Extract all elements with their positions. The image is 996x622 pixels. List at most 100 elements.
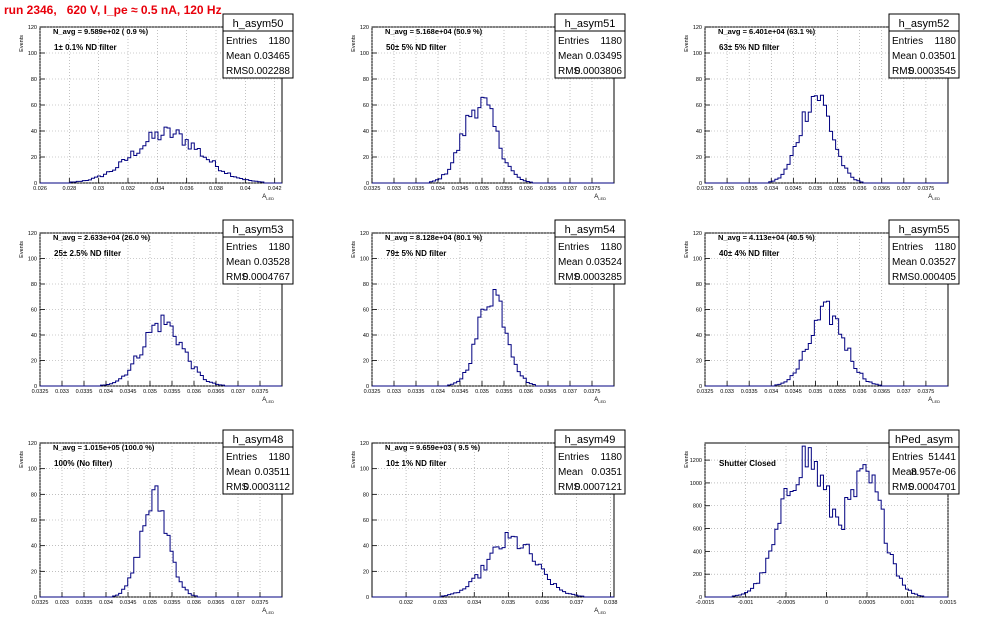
navg-label: N_avg = 8.128e+04 (80.1 %) <box>385 233 483 242</box>
y-axis-label: Events <box>19 35 25 52</box>
x-axis-label: ALED <box>928 397 940 404</box>
stats-label-mean: Mean <box>892 467 917 478</box>
stats-value-entries: 1180 <box>934 242 956 253</box>
filter-annotation: 1± 0.1% ND filter <box>54 43 117 52</box>
x-tick-label: 0.037 <box>563 186 577 192</box>
y-tick-label: 0 <box>34 595 37 601</box>
x-tick-label: 0.0335 <box>741 186 758 192</box>
y-tick-label: 100 <box>28 51 37 57</box>
x-tick-label: 0.033 <box>55 600 69 606</box>
stats-label-entries: Entries <box>892 36 923 47</box>
stats-label-entries: Entries <box>226 36 257 47</box>
filter-annotation: 25± 2.5% ND filter <box>54 249 121 258</box>
x-tick-label: 0.0345 <box>452 389 469 395</box>
stats-title: h_asym55 <box>899 224 950 236</box>
y-tick-label: 20 <box>363 155 369 161</box>
stats-box <box>554 429 626 495</box>
y-tick-label: 0 <box>699 181 702 187</box>
stats-value-rms: 0.002288 <box>248 66 290 77</box>
filter-annotation: 100% (No filter) <box>54 459 113 468</box>
stats-value-entries: 51441 <box>928 452 956 463</box>
y-tick-label: 20 <box>31 569 37 575</box>
stats-label-entries: Entries <box>226 242 257 253</box>
x-tick-label: 0.0345 <box>785 389 802 395</box>
filter-annotation: 40± 4% ND filter <box>719 249 779 258</box>
stats-title: h_asym50 <box>233 18 284 30</box>
stats-label-rms: RMS <box>892 482 915 493</box>
y-tick-label: 120 <box>360 231 369 237</box>
y-tick-label: 0 <box>34 384 37 390</box>
x-axis-label: ALED <box>262 608 274 615</box>
y-axis-label: Events <box>684 241 690 258</box>
x-tick-label: 0.036 <box>187 389 201 395</box>
x-tick-label: 0.037 <box>897 186 911 192</box>
x-tick-label: 0.0325 <box>697 186 714 192</box>
navg-label: N_avg = 1.015e+05 (100.0 %) <box>53 443 155 452</box>
x-tick-label: 0.038 <box>209 186 223 192</box>
x-tick-label: 0.035 <box>475 389 489 395</box>
y-tick-label: 0 <box>699 384 702 390</box>
y-tick-label: 100 <box>360 51 369 57</box>
y-tick-label: 60 <box>696 103 702 109</box>
stats-value-entries: 1180 <box>600 452 622 463</box>
x-tick-label: 0.037 <box>897 389 911 395</box>
x-tick-label: 0.0325 <box>697 389 714 395</box>
x-tick-label: 0.0325 <box>32 600 49 606</box>
x-tick-label: 0.036 <box>853 389 867 395</box>
stats-box <box>888 219 960 285</box>
x-tick-label: 0.037 <box>563 389 577 395</box>
stats-value-rms: 0.0007121 <box>575 482 623 493</box>
x-tick-label: 0 <box>825 600 828 606</box>
x-tick-label: 0.033 <box>433 600 447 606</box>
stats-value-mean: 0.0351 <box>591 467 622 478</box>
x-tick-label: 0.0345 <box>120 389 137 395</box>
histogram-bars <box>705 300 948 387</box>
histogram-panel-h_asym54: 0.0325 0.033 0.0335 0.034 0.0345 0.035 0.0355 0… <box>351 219 626 404</box>
histogram-panel-h_asym50: 0.026 0.028 0.03 0.032 0.034 0.036 0.038 0.04 0.… <box>19 13 294 201</box>
navg-label: N_avg = 2.633e+04 (26.0 %) <box>53 233 151 242</box>
y-tick-label: 60 <box>363 103 369 109</box>
histogram-panel-h_asym48: 0.0325 0.033 0.0335 0.034 0.0345 0.035 0.0355 0… <box>19 429 294 615</box>
x-tick-label: 0.034 <box>431 186 445 192</box>
histogram-bars <box>705 445 948 598</box>
y-tick-label: 100 <box>360 467 369 473</box>
x-tick-label: 0.0365 <box>873 389 890 395</box>
y-tick-label: 20 <box>696 359 702 365</box>
y-tick-label: 40 <box>31 129 37 135</box>
y-tick-label: 120 <box>28 25 37 31</box>
x-tick-label: 0.0355 <box>164 389 181 395</box>
x-tick-label: 0.034 <box>764 186 778 192</box>
filter-annotation: 50± 5% ND filter <box>386 43 446 52</box>
stats-box <box>222 429 294 495</box>
histogram-bars <box>40 126 282 184</box>
y-tick-label: 60 <box>363 308 369 314</box>
y-tick-label: 20 <box>31 359 37 365</box>
y-tick-label: 100 <box>28 257 37 263</box>
stats-value-mean: 0.03501 <box>920 51 957 62</box>
histogram-panel-h_asym49: 0.032 0.033 0.034 0.035 0.036 0.037 0.038 0 20 40… <box>351 429 626 615</box>
stats-label-entries: Entries <box>558 242 589 253</box>
x-tick-label: 0.0005 <box>859 600 876 606</box>
stats-value-entries: 1180 <box>600 36 622 47</box>
x-tick-label: 0.0345 <box>785 186 802 192</box>
y-tick-label: 800 <box>693 504 702 510</box>
x-tick-label: 0.036 <box>853 186 867 192</box>
x-axis-label: ALED <box>928 194 940 201</box>
stats-value-mean: 0.03528 <box>254 257 291 268</box>
navg-label: N_avg = 5.168e+04 (50.9 %) <box>385 27 483 36</box>
stats-box <box>888 429 960 495</box>
x-tick-label: 0.035 <box>809 389 823 395</box>
stats-label-rms: RMS <box>558 482 581 493</box>
x-tick-label: 0.028 <box>62 186 76 192</box>
stats-label-rms: RMS <box>892 272 915 283</box>
stats-value-rms: 0.0003545 <box>909 66 957 77</box>
y-tick-label: 80 <box>363 77 369 83</box>
x-tick-label: 0.0365 <box>540 186 557 192</box>
histogram-bars <box>40 485 282 598</box>
x-tick-label: 0.0375 <box>917 186 934 192</box>
x-tick-label: 0.0335 <box>408 389 425 395</box>
y-tick-label: 120 <box>360 441 369 447</box>
x-tick-label: 0.033 <box>720 186 734 192</box>
stats-label-mean: Mean <box>558 257 583 268</box>
x-tick-label: 0.0355 <box>164 600 181 606</box>
